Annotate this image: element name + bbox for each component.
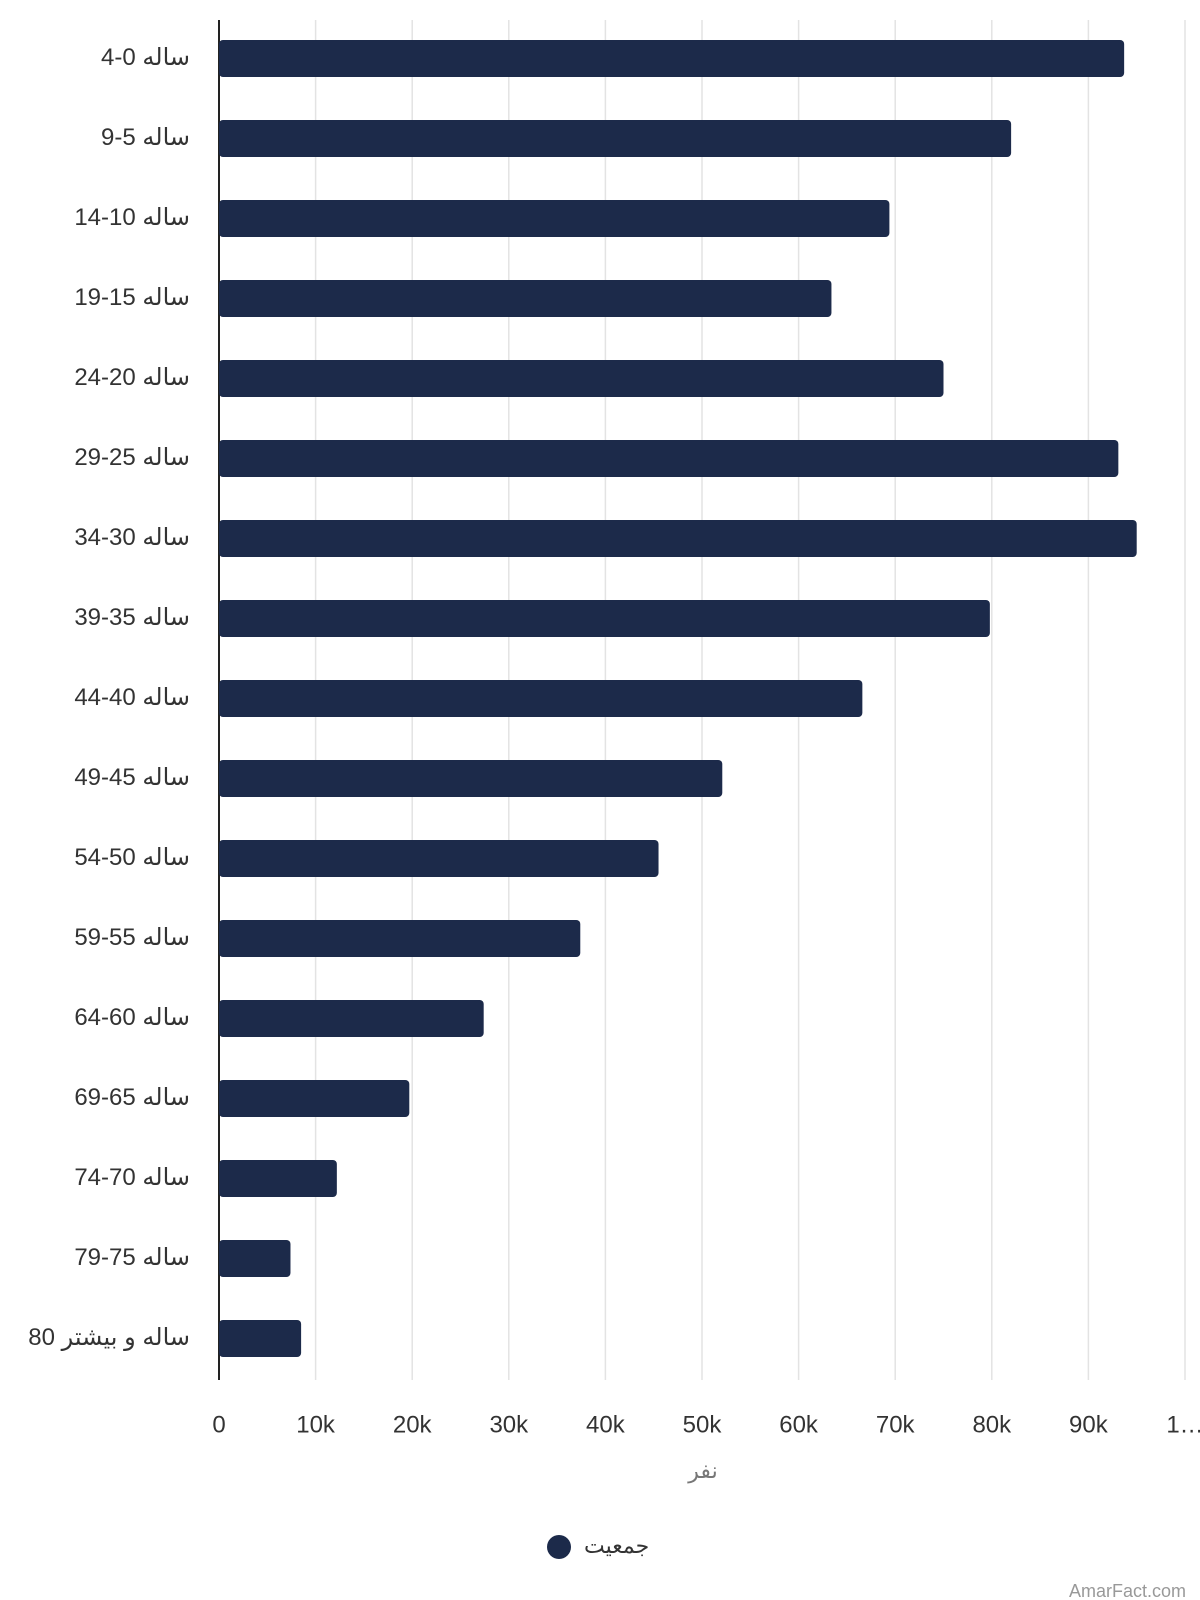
- x-tick-label: 50k: [683, 1411, 723, 1438]
- x-tick-label: 30k: [489, 1411, 529, 1438]
- legend-marker: [547, 1535, 571, 1559]
- x-tick-label: 60k: [779, 1411, 819, 1438]
- x-tick-label: 40k: [586, 1411, 626, 1438]
- y-tick-label: ساله 0-4: [101, 44, 190, 71]
- watermark: AmarFact.com: [1069, 1581, 1186, 1600]
- bar: [219, 280, 832, 317]
- y-tick-label: ساله 75-79: [74, 1244, 190, 1271]
- x-tick-label: 80k: [972, 1411, 1012, 1438]
- y-tick-label: ساله 40-44: [74, 684, 190, 711]
- bar: [219, 360, 944, 397]
- bar: [219, 760, 723, 797]
- y-tick-label: ساله 30-34: [74, 524, 190, 551]
- y-tick-label: ساله 60-64: [74, 1004, 190, 1031]
- bar: [219, 1000, 484, 1037]
- bar: [219, 440, 1119, 477]
- x-tick-label: 70k: [876, 1411, 916, 1438]
- y-tick-label: ساله 20-24: [74, 364, 190, 391]
- bar: [219, 40, 1125, 77]
- bar: [219, 600, 990, 637]
- y-tick-label: ساله 45-49: [74, 764, 190, 791]
- y-tick-label: ساله 25-29: [74, 444, 190, 471]
- bar: [219, 680, 863, 717]
- y-tick-label: ساله 5-9: [101, 124, 190, 151]
- y-tick-label: ساله 10-14: [74, 204, 190, 231]
- bar: [219, 200, 890, 237]
- legend-label: جمعیت: [584, 1533, 649, 1558]
- bar: [219, 520, 1137, 557]
- bar: [219, 1160, 337, 1197]
- bar: [219, 840, 659, 877]
- bar: [219, 1240, 291, 1277]
- bar: [219, 1080, 410, 1117]
- x-axis-title: نفر: [687, 1458, 717, 1483]
- bar: [219, 920, 581, 957]
- y-tick-label: ساله 15-19: [74, 284, 190, 311]
- x-tick-label: 20k: [393, 1411, 433, 1438]
- x-tick-label: 0: [212, 1411, 225, 1438]
- y-tick-label: ساله 70-74: [74, 1164, 190, 1191]
- y-tick-label: ساله 65-69: [74, 1084, 190, 1111]
- bar: [219, 1320, 302, 1357]
- y-tick-label: ساله 50-54: [74, 844, 190, 871]
- y-tick-label: ساله و بیشتر 80: [28, 1324, 190, 1351]
- x-tick-label: 10k: [296, 1411, 336, 1438]
- y-tick-label: ساله 55-59: [74, 924, 190, 951]
- y-tick-label: ساله 35-39: [74, 604, 190, 631]
- bar: [219, 120, 1012, 157]
- x-tick-label: 90k: [1069, 1411, 1109, 1438]
- x-tick-label: 1…: [1166, 1411, 1200, 1438]
